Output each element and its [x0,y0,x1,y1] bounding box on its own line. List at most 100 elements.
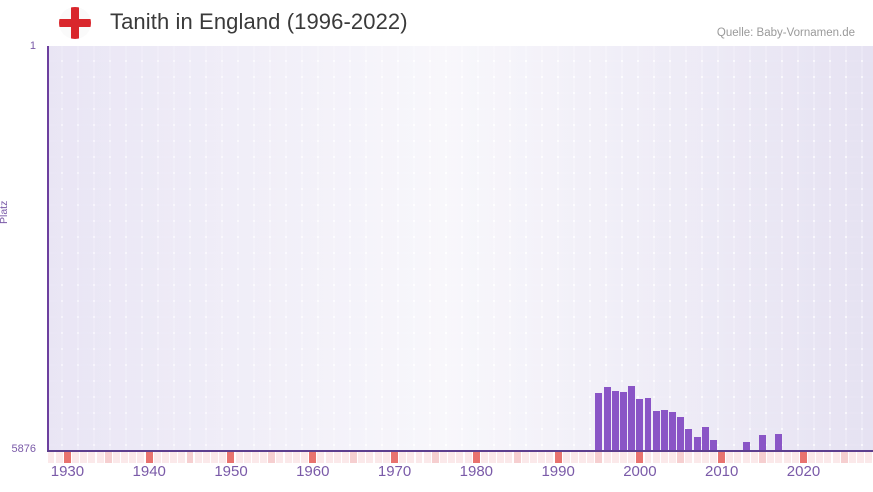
x-axis-tick [350,452,358,463]
x-axis-tick [440,452,448,463]
x-axis-tick [538,452,546,463]
x-axis-tick [301,452,308,463]
x-axis-tick [325,452,333,463]
x-axis-tick [161,452,169,463]
x-axis-tick [112,452,120,463]
x-axis-tick [202,452,210,463]
x-axis-tick [431,452,439,463]
x-axis-tick [456,452,464,463]
bar [685,429,693,450]
x-axis-tick [775,452,783,463]
x-axis-tick [178,452,186,463]
x-axis-tick [824,452,832,463]
x-axis-tick [570,452,578,463]
x-axis-tick [832,452,840,463]
x-axis-tick [415,452,423,463]
x-axis-tick [808,452,816,463]
x-axis-tick [292,452,300,463]
x-axis-label: 1960 [296,463,330,480]
x-axis-tick [644,452,652,463]
bar [603,387,611,450]
x-axis-tick [660,452,668,463]
x-axis-tick [554,452,562,463]
x-axis-tick [530,452,537,463]
y-axis-line [47,46,49,450]
x-axis-tick [611,452,619,463]
x-axis-tick [783,452,791,463]
x-axis-tick [374,452,382,463]
x-axis-tick [865,452,873,463]
chart-header: Tanith in England (1996-2022) Quelle: Ba… [0,0,873,46]
x-axis-tick [104,452,112,463]
y-axis-bottom-label: 5876 [11,443,36,455]
x-axis-tick [513,452,521,463]
x-axis-tick [726,452,734,463]
bar [628,386,636,450]
bar [693,437,701,450]
x-axis-label: 1970 [377,463,412,480]
chart-title: Tanith in England (1996-2022) [110,9,408,34]
x-axis-tick [88,452,96,463]
x-axis-tick [521,452,529,463]
x-axis-tick [268,452,276,463]
x-axis-tick [669,452,676,463]
y-axis-top-label: 1 [29,40,36,52]
x-axis-tick [276,452,284,463]
bar [742,442,750,450]
x-axis-tick [186,452,194,463]
bar [709,440,717,450]
x-axis-tick [652,452,660,463]
bar [611,391,619,450]
x-axis-tick [562,452,570,463]
bar-series [47,46,873,450]
x-axis-tick [742,452,750,463]
x-axis-tick [448,452,456,463]
bar [660,410,668,450]
england-flag-icon [59,7,91,39]
x-axis-label: 2010 [705,463,739,480]
bar [619,392,627,450]
x-axis-tick [816,452,824,463]
x-axis-tick [137,452,145,463]
x-axis-tick [848,452,856,463]
x-axis-tick [685,452,693,463]
x-axis-tick [399,452,407,463]
x-axis-tick [145,452,153,463]
bar [701,427,709,450]
x-axis-tick [701,452,709,463]
x-axis-tick [170,452,178,463]
x-axis-tick [194,452,202,463]
x-axis-tick [382,452,390,463]
x-axis-tick [211,452,219,463]
x-axis-tick [390,452,398,463]
x-axis-tick [219,452,227,463]
x-axis-tick [317,452,325,463]
x-axis-tick [619,452,627,463]
x-axis-tick [857,452,865,463]
x-axis-label: 1940 [132,463,166,480]
x-axis-tick [407,452,415,463]
y-axis-title: Platz [0,200,10,224]
x-axis-tick [579,452,587,463]
x-axis-label: 2020 [786,463,821,480]
x-axis-tick [96,452,104,463]
bar [759,435,766,450]
x-axis-tick [595,452,603,463]
x-axis-tick [243,452,251,463]
x-axis-tick [47,452,55,463]
source-label: Quelle: Baby-Vornamen.de [716,27,855,39]
x-axis-tick [840,452,848,463]
x-axis-tick [759,452,766,463]
x-axis-tick [251,452,259,463]
x-axis-tick [358,452,366,463]
x-axis-tick [603,452,611,463]
bar [669,412,676,450]
x-axis-tick [677,452,685,463]
x-axis-tick [63,452,71,463]
x-axis-tick [333,452,341,463]
x-axis-tick [260,452,268,463]
x-axis-tick [628,452,636,463]
x-axis-tick [153,452,161,463]
x-axis-tick [341,452,349,463]
flag-cross-vertical [71,7,79,39]
